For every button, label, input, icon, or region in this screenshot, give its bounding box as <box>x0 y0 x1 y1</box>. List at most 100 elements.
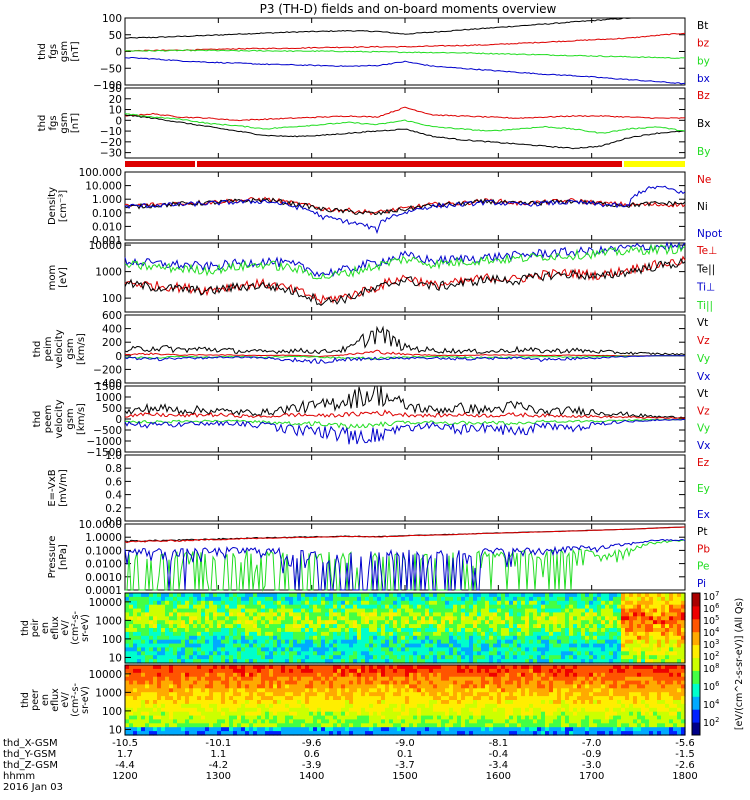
spectrogram-cell <box>297 647 302 652</box>
spectrogram-cell <box>493 727 498 732</box>
spectrogram-cell <box>385 600 390 606</box>
spectrogram-cell <box>509 665 514 670</box>
spectrogram-cell <box>269 665 274 670</box>
spectrogram-cell <box>485 635 490 641</box>
spectrogram-cell <box>193 655 198 660</box>
spectrogram-cell <box>181 727 186 732</box>
spectrogram-cell <box>509 624 514 629</box>
spectrogram-cell <box>301 616 306 621</box>
spectrogram-cell <box>149 711 154 717</box>
spectrogram-cell <box>209 688 214 693</box>
spectrogram-cell <box>225 647 230 652</box>
spectrogram-cell <box>321 608 326 614</box>
spectrogram-cell <box>137 608 142 614</box>
spectrogram-cell <box>533 616 538 621</box>
spectrogram-cell <box>441 668 446 674</box>
spectrogram-cell <box>333 659 338 664</box>
spectrogram-cell <box>357 672 362 678</box>
spectrogram-cell <box>341 604 346 610</box>
spectrogram-cell <box>241 711 246 717</box>
spectrogram-cell <box>485 719 490 724</box>
spectrogram-cell <box>545 672 550 678</box>
series-line-Bx <box>124 114 685 150</box>
spectrogram-cell <box>589 696 594 701</box>
spectrogram-cell <box>525 700 530 705</box>
spectrogram-cell <box>517 668 522 674</box>
spectrogram-cell <box>253 668 258 674</box>
spectrogram-cell <box>125 612 130 617</box>
spectrogram-cell <box>181 665 186 670</box>
spectrogram-cell <box>397 620 402 625</box>
spectrogram-cell <box>381 696 386 701</box>
spectrogram-cell <box>145 672 150 678</box>
spectrogram-cell <box>453 608 458 614</box>
spectrogram-cell <box>317 639 322 645</box>
spectrogram-cell <box>481 659 486 664</box>
spectrogram-cell <box>233 624 238 629</box>
spectrogram-cell <box>409 612 414 617</box>
spectrogram-cell <box>193 596 198 602</box>
spectrogram-cell <box>529 593 534 598</box>
spectrogram-cell <box>289 600 294 606</box>
spectrogram-cell <box>477 608 482 614</box>
spectrogram-cell <box>397 665 402 670</box>
spectrogram-cell <box>293 707 298 713</box>
spectrogram-cell <box>181 668 186 674</box>
spectrogram-cell <box>421 703 426 709</box>
spectrogram-cell <box>221 593 226 598</box>
spectrogram-cell <box>397 643 402 649</box>
spectrogram-cell <box>625 620 630 625</box>
spectrogram-cell <box>385 692 390 697</box>
spectrogram-cell <box>281 703 286 709</box>
spectrogram-cell <box>425 727 430 732</box>
spectrogram-cell <box>609 635 614 641</box>
spectrogram-cell <box>513 715 518 721</box>
spectrogram-cell <box>309 639 314 645</box>
spectrogram-cell <box>481 628 486 633</box>
spectrogram-cell <box>493 684 498 689</box>
spectrogram-cell <box>513 676 518 682</box>
y-axis-label: gsm <box>65 408 76 429</box>
spectrogram-cell <box>521 616 526 621</box>
spectrogram-cell <box>581 668 586 674</box>
spectrogram-cell <box>361 715 366 721</box>
spectrogram-cell <box>289 665 294 670</box>
spectrogram-cell <box>321 612 326 617</box>
spectrogram-cell <box>193 711 198 717</box>
spectrogram-cell <box>453 628 458 633</box>
spectrogram-cell <box>537 596 542 602</box>
spectrogram-cell <box>421 719 426 724</box>
spectrogram-cell <box>133 596 138 602</box>
spectrogram-cell <box>521 696 526 701</box>
spectrogram-cell <box>377 635 382 641</box>
spectrogram-cell <box>389 711 394 717</box>
spectrogram-cell <box>149 696 154 701</box>
spectrogram-cell <box>449 676 454 682</box>
spectrogram-cell <box>229 593 234 598</box>
spectrogram-cell <box>445 608 450 614</box>
spectrogram-cell <box>597 655 602 660</box>
spectrogram-cell <box>153 616 158 621</box>
spectrogram-cell <box>673 612 678 617</box>
spectrogram-cell <box>269 680 274 686</box>
spectrogram-cell <box>301 692 306 697</box>
spectrogram-cell <box>137 711 142 717</box>
spectrogram-cell <box>401 651 406 656</box>
spectrogram-cell <box>177 668 182 674</box>
spectrogram-cell <box>201 631 206 637</box>
spectrogram-cell <box>257 643 262 649</box>
spectrogram-cell <box>305 727 310 732</box>
spectrogram-cell <box>429 620 434 625</box>
spectrogram-cell <box>509 596 514 602</box>
spectrogram-cell <box>565 719 570 724</box>
spectrogram-cell <box>357 655 362 660</box>
spectrogram-cell <box>125 692 130 697</box>
spectrogram-cell <box>585 593 590 598</box>
spectrogram-cell <box>617 655 622 660</box>
spectrogram-cell <box>409 684 414 689</box>
spectrogram-cell <box>273 684 278 689</box>
spectrogram-cell <box>185 668 190 674</box>
spectrogram-cell <box>305 628 310 633</box>
spectrogram-cell <box>465 643 470 649</box>
spectrogram-cell <box>493 631 498 637</box>
